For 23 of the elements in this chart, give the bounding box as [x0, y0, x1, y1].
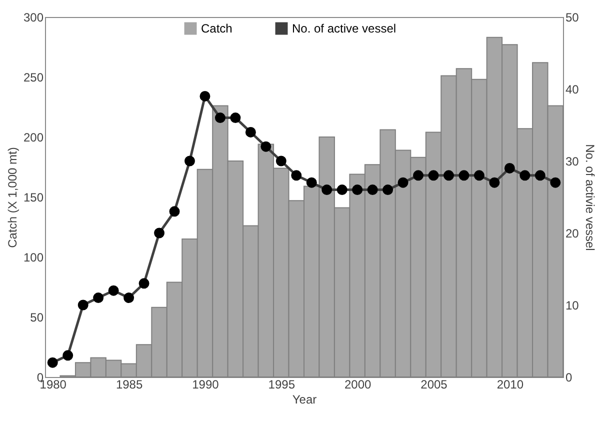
legend-label: Catch [201, 22, 232, 36]
x-tick-label: 1985 [116, 378, 143, 392]
y-tick-label: 250 [23, 70, 44, 84]
y-tick-label: 150 [23, 190, 44, 204]
x-axis-title: Year [292, 392, 317, 406]
x-tick-label: 1990 [192, 378, 220, 392]
x-tick-label: 2010 [496, 378, 524, 392]
y-tick-label: 300 [23, 10, 44, 24]
y2-tick-label: 30 [566, 154, 580, 168]
y-axis-title: Catch (X 1,000 mt) [5, 147, 20, 248]
x-tick-label: 1995 [268, 378, 296, 392]
y2-tick-label: 40 [566, 82, 580, 96]
y-tick-label: 200 [23, 130, 44, 144]
y2-tick-label: 50 [566, 10, 580, 24]
legend-label: No. of active vessel [292, 22, 396, 36]
y-tick-label: 50 [30, 310, 44, 324]
y2-tick-label: 10 [566, 298, 580, 312]
y2-tick-label: 0 [566, 370, 572, 384]
y2-axis-title: No. of activie vessel [582, 144, 597, 251]
x-tick-label: 2005 [420, 378, 448, 392]
x-tick-label: 2000 [344, 378, 372, 392]
y-tick-label: 100 [23, 250, 44, 264]
y2-tick-label: 20 [566, 226, 580, 240]
